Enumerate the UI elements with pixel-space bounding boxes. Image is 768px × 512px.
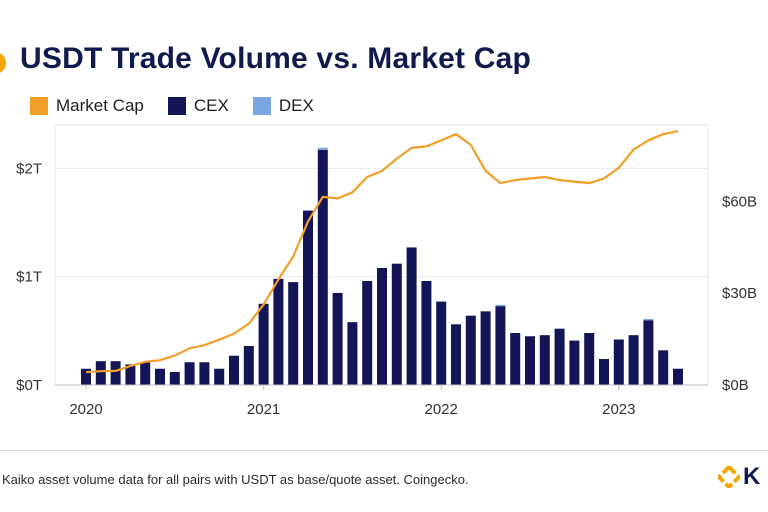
bar-cex bbox=[421, 281, 432, 385]
bar-cex bbox=[436, 301, 447, 385]
x-tick-label: 2021 bbox=[247, 401, 280, 418]
legend-swatch-cex bbox=[167, 97, 186, 115]
x-tick-label: 2022 bbox=[425, 401, 458, 418]
legend-label-market-cap: Market Cap bbox=[56, 96, 144, 115]
bar-cex bbox=[110, 361, 121, 385]
bar-dex bbox=[317, 147, 328, 150]
bar-cex bbox=[303, 210, 313, 385]
left-y-tick-label: $0T bbox=[16, 377, 42, 394]
bar-cex bbox=[391, 263, 402, 385]
bar-cex bbox=[554, 328, 565, 385]
line-market-cap bbox=[85, 130, 679, 374]
bar-cex bbox=[155, 368, 165, 385]
bar-cex bbox=[495, 305, 506, 385]
bar-cex bbox=[229, 355, 239, 385]
right-y-tick-label: $30B bbox=[722, 285, 757, 302]
left-y-tick-label: $1T bbox=[16, 269, 42, 286]
bar-cex bbox=[613, 339, 624, 385]
brand-accent-mark bbox=[0, 52, 6, 74]
bar-cex bbox=[214, 368, 225, 385]
bar-cex bbox=[643, 320, 654, 385]
kaiko-logo: K bbox=[718, 463, 768, 491]
bar-cex bbox=[599, 359, 609, 385]
chart-plot: 2020 2021 2022 2023 $0T $1T $2T $0B $30B $60B bbox=[16, 124, 757, 418]
x-tick-label: 2020 bbox=[69, 401, 102, 418]
left-y-tick-label: $2T bbox=[16, 160, 42, 177]
bar-dex bbox=[495, 304, 506, 307]
chart-legend: Market Cap CEX DEX bbox=[30, 96, 338, 116]
bar-cex bbox=[95, 361, 106, 385]
legend-item-dex[interactable]: DEX bbox=[252, 96, 314, 116]
bar-cex bbox=[673, 368, 683, 385]
legend-label-dex: DEX bbox=[278, 96, 314, 115]
legend-swatch-market-cap bbox=[30, 97, 48, 115]
bar-cex bbox=[628, 335, 639, 385]
source-note: Kaiko asset volume data for all pairs wi… bbox=[2, 472, 469, 487]
bar-cex bbox=[317, 149, 328, 385]
bar-cex bbox=[451, 324, 461, 385]
bar-cex bbox=[81, 368, 91, 385]
bar-cex bbox=[525, 336, 535, 385]
bar-cex bbox=[140, 362, 151, 385]
bar-cex bbox=[169, 372, 180, 385]
bar-cex bbox=[480, 311, 491, 385]
bar-cex bbox=[584, 333, 595, 385]
bar-cex bbox=[273, 278, 284, 385]
bar-cex bbox=[332, 292, 343, 385]
bar-cex bbox=[377, 268, 387, 385]
bar-cex bbox=[510, 333, 521, 385]
bar-cex bbox=[258, 303, 269, 385]
chart-title: USDT Trade Volume vs. Market Cap bbox=[20, 42, 531, 75]
bar-cex bbox=[243, 346, 254, 385]
bar-cex bbox=[288, 282, 299, 385]
bar-cex bbox=[569, 340, 580, 385]
bar-cex bbox=[347, 322, 358, 385]
legend-label-cex: CEX bbox=[193, 96, 229, 115]
bar-cex bbox=[184, 362, 195, 385]
footer-divider bbox=[0, 450, 768, 451]
right-y-tick-label: $0B bbox=[722, 377, 749, 394]
kaiko-logo-text: K bbox=[743, 463, 761, 490]
kaiko-logo-icon bbox=[718, 466, 740, 488]
bar-cex bbox=[406, 247, 417, 385]
legend-swatch-dex bbox=[252, 97, 271, 115]
bar-cex bbox=[658, 350, 669, 385]
bar-cex bbox=[125, 364, 136, 385]
bar-cex bbox=[362, 281, 373, 385]
legend-item-cex[interactable]: CEX bbox=[167, 96, 229, 116]
legend-item-market-cap[interactable]: Market Cap bbox=[30, 96, 144, 116]
right-y-tick-label: $60B bbox=[722, 193, 757, 210]
bar-cex bbox=[465, 315, 476, 385]
bar-cex bbox=[539, 335, 550, 385]
bar-cex bbox=[199, 362, 210, 385]
bar-dex bbox=[643, 318, 654, 321]
x-tick-label: 2023 bbox=[602, 401, 635, 418]
